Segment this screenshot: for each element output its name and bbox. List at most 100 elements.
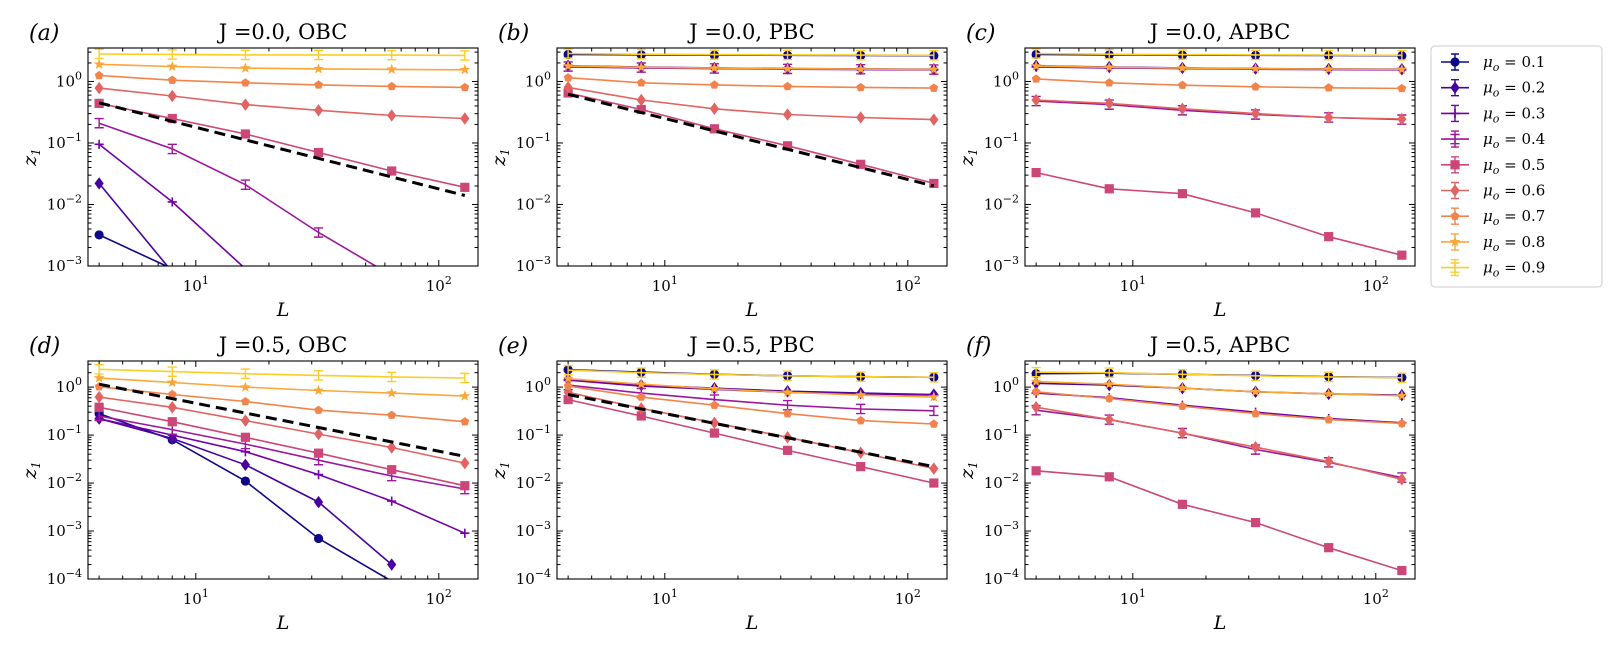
legend-entry: μo = 0.5 — [1441, 156, 1545, 177]
legend-marker — [1450, 81, 1460, 94]
legend-entry: μo = 0.9 — [1441, 259, 1545, 280]
legend-label: μo = 0.6 — [1483, 182, 1545, 203]
data-point — [167, 389, 177, 399]
data-point — [708, 62, 720, 73]
y-tick-label: 10−4 — [516, 567, 551, 588]
legend-entry: μo = 0.3 — [1441, 104, 1545, 125]
series-line-mu-0.7 — [99, 385, 465, 423]
y-tick-label: 10−3 — [516, 519, 551, 540]
data-point — [240, 179, 251, 190]
series-line-mu-0.5 — [1035, 171, 1402, 256]
data-point — [1396, 390, 1408, 401]
data-point — [1324, 83, 1334, 92]
panel-label: (d) — [29, 334, 60, 359]
legend-label: μo = 0.4 — [1483, 130, 1545, 151]
axes-frame — [1024, 47, 1416, 267]
y-tick-label: 10−2 — [516, 471, 551, 492]
data-point — [709, 124, 720, 134]
data-point — [313, 495, 324, 509]
series-line-mu-0.4 — [568, 384, 934, 412]
data-point — [94, 48, 104, 60]
data-point — [1104, 48, 1114, 60]
data-point — [460, 372, 470, 384]
y-tick-label: 100 — [525, 69, 551, 90]
data-point — [709, 428, 720, 438]
series-group — [1030, 48, 1408, 260]
data-point — [1031, 48, 1041, 59]
axes-frame — [87, 360, 479, 580]
fit-line — [567, 92, 935, 188]
data-point — [313, 533, 324, 544]
data-point — [1397, 418, 1407, 428]
y-tick-label: 10−1 — [47, 131, 82, 152]
data-point — [94, 139, 104, 149]
x-tick-label: 102 — [895, 274, 921, 295]
data-point — [1324, 232, 1334, 242]
data-point — [1176, 62, 1188, 73]
data-point — [1323, 388, 1335, 399]
y-axis-label: z1 — [488, 461, 512, 480]
data-point — [1178, 401, 1187, 410]
data-point — [1030, 375, 1042, 387]
data-point — [1324, 415, 1334, 424]
data-point — [313, 427, 324, 441]
series-line-mu-0.6 — [99, 87, 465, 120]
data-point — [387, 441, 397, 454]
data-point — [1397, 372, 1407, 384]
legend-marker — [1450, 184, 1460, 197]
y-tick-label: 10−1 — [516, 423, 551, 444]
data-point — [1250, 62, 1262, 74]
legend-marker — [1450, 57, 1460, 67]
data-point — [782, 49, 793, 61]
panel-title: J =0.0, OBC — [217, 20, 348, 44]
data-point — [387, 49, 397, 61]
data-point — [94, 364, 104, 375]
data-point — [1178, 80, 1187, 89]
series-line-mu-0.6 — [567, 391, 934, 470]
legend-marker — [1450, 133, 1460, 145]
data-point — [459, 390, 471, 401]
legend-box — [1430, 45, 1603, 288]
data-point — [460, 481, 470, 491]
data-point — [240, 98, 251, 111]
y-tick-label: 10−4 — [47, 567, 82, 588]
data-point — [1104, 78, 1114, 87]
x-tick-label: 101 — [183, 274, 209, 295]
panel-title: J =0.5, APBC — [1148, 333, 1291, 357]
data-point — [1324, 371, 1334, 383]
series-line-mu-0.7 — [567, 385, 934, 425]
data-point — [314, 80, 323, 89]
panel-title: J =0.0, PBC — [687, 20, 814, 44]
series-line-mu-0.7 — [568, 76, 934, 89]
x-tick-label: 102 — [1363, 274, 1389, 295]
data-point — [167, 75, 177, 84]
data-point — [1031, 401, 1041, 414]
y-tick-label: 10−4 — [984, 567, 1019, 588]
series-line-mu-0.7 — [1036, 391, 1402, 425]
data-point — [239, 381, 251, 392]
y-tick-label: 10−1 — [47, 423, 82, 444]
data-point — [1177, 426, 1188, 440]
data-point — [855, 389, 867, 400]
data-point — [314, 405, 323, 414]
data-point — [241, 396, 250, 406]
legend-label: μo = 0.7 — [1483, 207, 1545, 228]
axes-frame — [1024, 360, 1416, 580]
data-point — [636, 392, 646, 401]
data-point — [782, 62, 794, 74]
data-point — [856, 159, 866, 169]
data-point — [460, 182, 470, 192]
data-point — [929, 83, 939, 92]
y-axis-label: z1 — [488, 148, 512, 167]
data-point — [1176, 382, 1188, 393]
data-point — [1104, 97, 1114, 110]
data-point — [782, 386, 794, 397]
data-point — [313, 104, 324, 117]
data-point — [635, 378, 647, 389]
panel-f: 101 102 100 10−1 10−2 10−3 10−4 J =0.5, APBC (f)… — [956, 333, 1416, 634]
data-point — [783, 409, 792, 418]
data-point — [783, 81, 792, 91]
data-point — [1324, 543, 1334, 553]
panel-title: J =0.0, APBC — [1148, 20, 1291, 44]
data-point — [929, 113, 939, 126]
